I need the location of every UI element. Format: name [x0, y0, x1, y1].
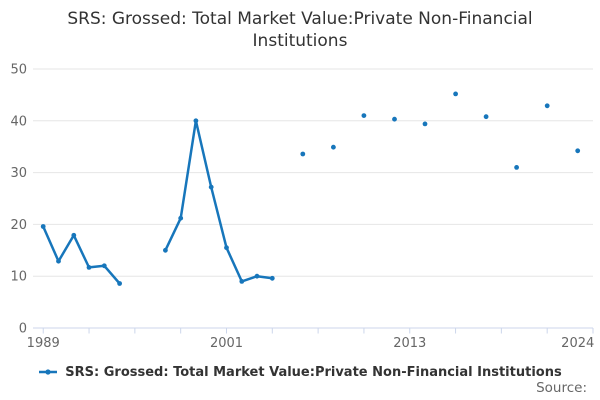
data-point[interactable] [101, 263, 107, 269]
series-line [164, 119, 274, 283]
y-tick-label: 40 [10, 114, 27, 129]
legend-label: SRS: Grossed: Total Market Value:Private… [65, 364, 562, 380]
data-point[interactable] [239, 279, 245, 284]
y-tick-label: 10 [10, 270, 27, 285]
data-point[interactable] [224, 245, 229, 251]
data-point[interactable] [331, 144, 336, 150]
legend-line-marker-icon [39, 369, 58, 375]
y-tick-label: 50 [10, 63, 27, 78]
x-tick-label: 2013 [393, 336, 426, 351]
data-point[interactable] [300, 151, 306, 157]
source-label: Source: [536, 380, 587, 396]
data-point[interactable] [392, 116, 397, 122]
data-point[interactable] [56, 258, 61, 264]
chart-title-text: SRS: Grossed: Total Market Value:Private… [67, 9, 533, 51]
data-point[interactable] [117, 281, 122, 286]
data-point[interactable] [178, 215, 184, 221]
y-tick-label: 30 [10, 166, 27, 181]
x-tick-label: 1989 [27, 336, 60, 351]
data-point[interactable] [575, 148, 581, 154]
data-point[interactable] [193, 118, 199, 124]
data-point[interactable] [86, 265, 92, 270]
data-point[interactable] [422, 121, 428, 127]
data-point[interactable] [514, 165, 519, 170]
data-point[interactable] [483, 114, 489, 120]
series-line [41, 225, 121, 285]
data-point[interactable] [208, 184, 214, 190]
data-point[interactable] [269, 275, 275, 281]
data-point[interactable] [40, 224, 46, 229]
legend-item[interactable]: SRS: Grossed: Total Market Value:Private… [0, 363, 600, 381]
x-tick-label: 2024 [561, 336, 594, 351]
y-tick-label: 20 [10, 218, 27, 233]
x-tick-label: 2001 [210, 336, 243, 351]
data-point[interactable] [361, 113, 367, 118]
data-point[interactable] [71, 232, 77, 238]
chart-title: SRS: Grossed: Total Market Value:Private… [0, 8, 600, 52]
data-point[interactable] [254, 273, 260, 279]
data-point[interactable] [163, 247, 168, 253]
data-point[interactable] [453, 91, 458, 97]
y-tick-label: 0 [19, 322, 27, 337]
data-point[interactable] [544, 103, 550, 109]
